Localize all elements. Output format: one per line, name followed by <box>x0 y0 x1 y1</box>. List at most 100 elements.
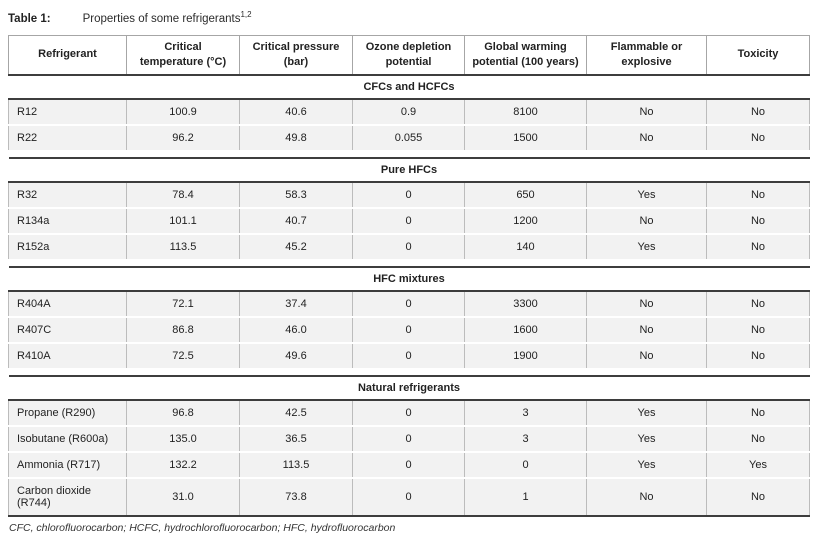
value-cell: 78.4 <box>126 180 240 209</box>
table-row: Ammonia (R717) 132.2 113.5 0 0 Yes Yes <box>8 450 810 479</box>
table-row: Isobutane (R600a) 135.0 36.5 0 3 Yes No <box>8 424 810 453</box>
value-cell: No <box>706 289 810 318</box>
refrigerant-name-cell: Ammonia (R717) <box>8 450 127 479</box>
refrigerant-name-cell: Isobutane (R600a) <box>8 424 127 453</box>
value-cell: 140 <box>464 232 587 261</box>
column-header: Critical temperature (°C) <box>126 34 240 76</box>
refrigerant-name-cell: R32 <box>8 180 127 209</box>
value-cell: 135.0 <box>126 424 240 453</box>
value-cell: No <box>586 123 707 152</box>
value-cell: No <box>706 180 810 209</box>
refrigerant-name-cell: R152a <box>8 232 127 261</box>
table-head-row: Refrigerant Critical temperature (°C) Crit… <box>8 34 810 76</box>
section-header: Natural refrigerants <box>8 374 810 401</box>
footnote: CFC, chlorofluorocarbon; HCFC, hydrochlo… <box>9 521 396 534</box>
value-cell: Yes <box>586 424 707 453</box>
value-cell: 132.2 <box>126 450 240 479</box>
value-cell: 42.5 <box>239 398 353 427</box>
column-header: Critical pressure (bar) <box>239 34 353 76</box>
value-cell: No <box>706 232 810 261</box>
table-caption-text-main: Properties of some refrigerants <box>82 12 241 25</box>
table-body: CFCs and HCFCs R12 100.9 40.6 0.9 8100 No No R22… <box>8 73 810 517</box>
value-cell: 31.0 <box>126 476 240 517</box>
refrigerant-name-cell: R12 <box>8 97 127 126</box>
value-cell: 8100 <box>464 97 587 126</box>
value-cell: 1900 <box>464 341 587 370</box>
section-header-row: CFCs and HCFCs <box>8 73 810 100</box>
table-caption: Table 1: Properties of some refrigerants1… <box>8 10 809 25</box>
section-header: Pure HFCs <box>8 156 810 183</box>
value-cell: 650 <box>464 180 587 209</box>
value-cell: No <box>706 476 810 517</box>
value-cell: Yes <box>706 450 810 479</box>
value-cell: 113.5 <box>126 232 240 261</box>
value-cell: Yes <box>586 232 707 261</box>
value-cell: 100.9 <box>126 97 240 126</box>
table-row: R134a 101.1 40.7 0 1200 No No <box>8 206 810 235</box>
value-cell: No <box>586 206 707 235</box>
value-cell: 113.5 <box>239 450 353 479</box>
value-cell: 40.6 <box>239 97 353 126</box>
value-cell: Yes <box>586 180 707 209</box>
value-cell: Yes <box>586 398 707 427</box>
table-row: R22 96.2 49.8 0.055 1500 No No <box>8 123 810 152</box>
refrigerant-properties-table: Refrigerant Critical temperature (°C) Crit… <box>8 34 810 517</box>
table-row: Propane (R290) 96.8 42.5 0 3 Yes No <box>8 398 810 427</box>
value-cell: 72.5 <box>126 341 240 370</box>
value-cell: 37.4 <box>239 289 353 318</box>
value-cell: 0 <box>352 341 465 370</box>
section-header-row: Natural refrigerants <box>8 374 810 401</box>
value-cell: 72.1 <box>126 289 240 318</box>
value-cell: 3 <box>464 424 587 453</box>
column-header: Toxicity <box>706 34 810 76</box>
value-cell: No <box>706 315 810 344</box>
section-gap <box>8 150 810 158</box>
refrigerant-name-cell: Carbon dioxide (R744) <box>8 476 127 517</box>
value-cell: 0 <box>352 476 465 517</box>
refrigerant-name-cell: Propane (R290) <box>8 398 127 427</box>
value-cell: 0.9 <box>352 97 465 126</box>
table-row: R152a 113.5 45.2 0 140 Yes No <box>8 232 810 261</box>
value-cell: 0 <box>352 315 465 344</box>
value-cell: Yes <box>586 450 707 479</box>
value-cell: No <box>706 398 810 427</box>
section-header: HFC mixtures <box>8 265 810 292</box>
value-cell: 96.8 <box>126 398 240 427</box>
value-cell: 46.0 <box>239 315 353 344</box>
value-cell: No <box>586 97 707 126</box>
value-cell: 96.2 <box>126 123 240 152</box>
column-header: Ozone depletion potential <box>352 34 465 76</box>
refrigerant-name-cell: R134a <box>8 206 127 235</box>
value-cell: 101.1 <box>126 206 240 235</box>
value-cell: 3300 <box>464 289 587 318</box>
value-cell: 86.8 <box>126 315 240 344</box>
value-cell: No <box>586 341 707 370</box>
table-row: R404A 72.1 37.4 0 3300 No No <box>8 289 810 318</box>
value-cell: No <box>586 476 707 517</box>
table-row: R410A 72.5 49.6 0 1900 No No <box>8 341 810 370</box>
value-cell: 0 <box>352 232 465 261</box>
value-cell: 0 <box>352 398 465 427</box>
value-cell: 0 <box>352 180 465 209</box>
section-header-row: Pure HFCs <box>8 156 810 183</box>
value-cell: No <box>706 123 810 152</box>
table-row: R12 100.9 40.6 0.9 8100 No No <box>8 97 810 126</box>
refrigerant-name-cell: R407C <box>8 315 127 344</box>
column-header: Refrigerant <box>8 34 127 76</box>
table-row: Carbon dioxide (R744) 31.0 73.8 0 1 No No <box>8 476 810 517</box>
value-cell: 0 <box>352 206 465 235</box>
section-header: CFCs and HCFCs <box>8 73 810 100</box>
column-header: Flammable or explosive <box>586 34 707 76</box>
table-caption-superscript: 1,2 <box>240 10 252 19</box>
value-cell: 58.3 <box>239 180 353 209</box>
value-cell: No <box>586 289 707 318</box>
value-cell: 1200 <box>464 206 587 235</box>
refrigerant-name-cell: R22 <box>8 123 127 152</box>
value-cell: 0 <box>352 289 465 318</box>
value-cell: 1500 <box>464 123 587 152</box>
table-caption-text: Properties of some refrigerants1,2 <box>82 10 252 25</box>
section-header-row: HFC mixtures <box>8 265 810 292</box>
table-row: R32 78.4 58.3 0 650 Yes No <box>8 180 810 209</box>
value-cell: 45.2 <box>239 232 353 261</box>
value-cell: No <box>586 315 707 344</box>
